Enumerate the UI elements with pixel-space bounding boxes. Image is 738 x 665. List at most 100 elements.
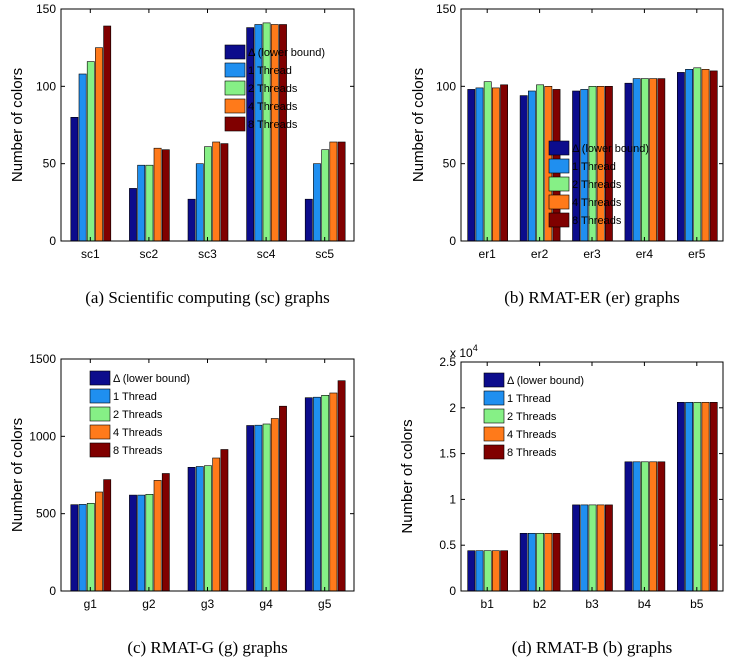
legend-swatch	[483, 408, 505, 424]
x-tick-label: sc5	[315, 247, 334, 261]
bar-g4-series-4	[270, 418, 279, 592]
bar-er1-series-3	[483, 81, 492, 242]
y-axis-label: Number of colors	[9, 418, 26, 532]
legend-label: 2 Threads	[507, 411, 557, 423]
bar-er4-series-5	[657, 78, 666, 242]
bar-g2-series-2	[137, 494, 146, 592]
x-tick-label: er3	[583, 247, 601, 261]
bar-b4-series-2	[632, 461, 641, 592]
bar-er1-series-4	[491, 87, 500, 242]
panel-caption: (b) RMAT-ER (er) graphs	[504, 288, 679, 307]
y-tick-label: 1500	[29, 352, 56, 366]
y-tick-label: 1.5	[439, 447, 456, 461]
axis-ticks: g1 g2 g3 g4 g5 0 500 1000 1500	[29, 352, 354, 611]
bar-b3-series-4	[596, 504, 605, 592]
x-tick-label: g5	[318, 597, 332, 611]
bar-b4-series-1	[624, 461, 633, 592]
bar-g2-series-4	[153, 480, 162, 592]
bar-b3-series-1	[572, 504, 580, 592]
y-axis-label: Number of colors	[399, 419, 416, 533]
bar-g5-series-3	[321, 394, 330, 592]
y-tick-label: 50	[43, 157, 57, 171]
bar-er1-series-1	[467, 89, 476, 242]
legend-label: 4 Threads	[113, 427, 163, 439]
legend-swatch	[224, 62, 246, 78]
axis-ticks: b1 b2 b3 b4 b5 0 0.5 1 1.5 2 2.5	[439, 355, 723, 611]
bar-sc5-series-4	[329, 141, 338, 242]
legend-swatch	[548, 194, 570, 210]
x-tick-label: er1	[479, 247, 497, 261]
bar-g5-series-1	[304, 397, 313, 592]
x-tick-label: er5	[688, 247, 706, 261]
bar-sc1-series-3	[86, 61, 95, 242]
panel-b: er1 er2 er3 er4 er5 0 50 100 150 Number of color…	[410, 2, 724, 307]
bar-b5-series-2	[685, 401, 693, 592]
legend-label: 2 Threads	[572, 179, 622, 191]
bar-g3-series-1	[187, 466, 196, 592]
bar-b3-series-2	[580, 504, 589, 592]
bar-er2-series-2	[527, 90, 536, 242]
x-tick-label: er2	[531, 247, 549, 261]
y-tick-label: 0	[49, 584, 56, 598]
bar-er4-series-4	[649, 78, 657, 242]
legend-label: Δ (lower bound)	[572, 143, 649, 155]
bar-g5-series-5	[337, 380, 346, 592]
bar-sc1-series-2	[78, 73, 87, 242]
bar-sc1-series-5	[103, 25, 112, 242]
bar-g1-series-3	[86, 502, 95, 592]
panel-caption: (c) RMAT-G (g) graphs	[127, 638, 287, 657]
bar-g3-series-3	[204, 465, 212, 592]
bar-sc5-series-2	[313, 163, 321, 242]
y-axis-label: Number of colors	[9, 68, 26, 182]
legend-swatch	[548, 140, 570, 156]
legend-swatch	[89, 388, 111, 404]
bar-sc2-series-4	[153, 147, 162, 242]
legend-swatch	[224, 44, 246, 60]
bar-g5-series-2	[313, 396, 321, 592]
bar-b1-series-3	[483, 550, 492, 592]
x-tick-label: b1	[481, 597, 495, 611]
bar-b4-series-5	[657, 461, 666, 592]
legend-swatch	[548, 158, 570, 174]
y-axis-label: Number of colors	[410, 68, 427, 182]
axis-ticks: er1 er2 er3 er4 er5 0 50 100 150	[436, 2, 723, 261]
bar-er4-series-1	[624, 82, 633, 242]
bar-er2-series-1	[519, 95, 528, 242]
bar-sc3-series-2	[195, 163, 204, 242]
bar-er5-series-3	[693, 67, 702, 242]
legend-label: 2 Threads	[113, 409, 163, 421]
bar-sc3-series-4	[212, 141, 221, 242]
bars-group	[467, 401, 718, 592]
bar-g4-series-3	[262, 423, 271, 592]
x-tick-label: sc1	[81, 247, 100, 261]
bar-g1-series-1	[70, 504, 79, 592]
y-tick-label: 150	[436, 2, 456, 16]
bar-g2-series-3	[145, 493, 154, 592]
bar-sc4-series-1	[246, 27, 255, 242]
legend-swatch	[483, 444, 505, 460]
bar-sc2-series-5	[161, 149, 170, 242]
bar-b2-series-1	[519, 532, 528, 592]
x-tick-label: g1	[84, 597, 98, 611]
legend-swatch	[224, 116, 246, 132]
legend-swatch	[548, 212, 570, 228]
bar-er5-series-5	[709, 70, 718, 242]
legend: Δ (lower bound) 1 Thread 2 Threads 4 Thread…	[483, 372, 584, 460]
legend-swatch	[89, 424, 111, 440]
y-tick-label: 1	[449, 492, 456, 506]
bar-sc5-series-5	[337, 141, 346, 242]
bar-er1-series-2	[475, 87, 484, 242]
y-tick-label: 150	[36, 2, 56, 16]
x-tick-label: sc2	[140, 247, 159, 261]
legend-label: 4 Threads	[572, 197, 622, 209]
x-tick-label: g3	[201, 597, 215, 611]
bar-er5-series-1	[676, 72, 685, 242]
axis-ticks: sc1 sc2 sc3 sc4 sc5 0 50 100 150	[36, 2, 354, 261]
x-tick-label: b2	[533, 597, 547, 611]
legend-label: Δ (lower bound)	[113, 373, 190, 385]
bar-b3-series-5	[604, 504, 613, 592]
y-tick-label: 0	[449, 584, 456, 598]
legend-label: Δ (lower bound)	[507, 375, 584, 387]
bar-b5-series-5	[709, 401, 718, 592]
legend-swatch	[483, 390, 505, 406]
